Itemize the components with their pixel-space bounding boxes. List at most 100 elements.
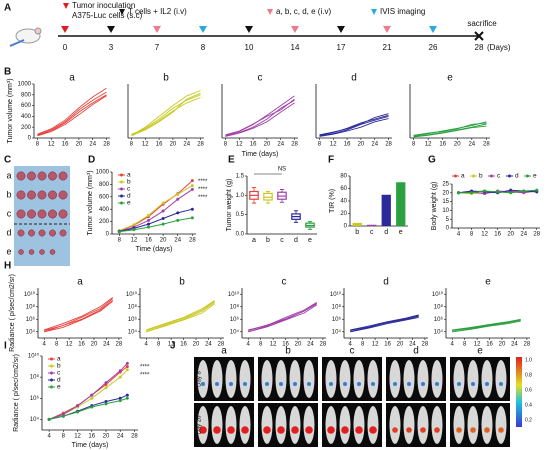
x-tick-label: 12 bbox=[66, 342, 73, 348]
signal bbox=[305, 426, 313, 434]
x-tick-label: 24 bbox=[205, 342, 212, 348]
point bbox=[76, 404, 80, 408]
y-tick-label: 600 bbox=[21, 103, 32, 109]
series-line bbox=[37, 91, 107, 136]
series-line bbox=[119, 217, 193, 233]
x-tick-label: 20 bbox=[103, 434, 110, 440]
point bbox=[176, 211, 180, 215]
signal bbox=[499, 382, 503, 386]
legend-marker bbox=[50, 357, 53, 361]
legend-marker bbox=[508, 174, 511, 178]
legend-marker bbox=[526, 174, 529, 178]
x-tick-label: 28 bbox=[189, 238, 196, 244]
x-tick-label: c bbox=[280, 237, 284, 244]
x-tick-label: 28 bbox=[385, 142, 392, 148]
x-tick-label: 12 bbox=[48, 142, 55, 148]
mouse bbox=[353, 360, 365, 398]
x-tick-label: 8 bbox=[224, 142, 228, 148]
signal bbox=[457, 382, 461, 386]
y-axis-label: Radiance ( p/sec/cm2/sr) bbox=[9, 274, 16, 352]
point bbox=[176, 218, 180, 222]
x-tick-label: c bbox=[370, 229, 374, 236]
series-line bbox=[350, 314, 419, 331]
signal bbox=[357, 382, 361, 386]
event-marker bbox=[63, 3, 69, 9]
mouse bbox=[303, 360, 315, 398]
signal bbox=[392, 427, 398, 433]
x-tick-label: 20 bbox=[358, 142, 365, 148]
sacrifice-marker bbox=[474, 31, 484, 41]
signal bbox=[199, 426, 207, 434]
day-label: 14 bbox=[291, 43, 300, 52]
x-tick-label: b bbox=[266, 237, 270, 244]
y-tick-label: 600 bbox=[99, 194, 110, 200]
y-tick-label: 10⁴ bbox=[128, 328, 138, 335]
legend-marker bbox=[120, 194, 123, 198]
y-tick-label: 10¹⁰ bbox=[228, 291, 240, 298]
signal bbox=[371, 382, 375, 386]
x-tick-label: 20 bbox=[264, 142, 271, 148]
y-axis-label: Tumor volume (mm³) bbox=[87, 170, 94, 235]
x-tick-label: d bbox=[294, 237, 298, 244]
y-tick-label: 200 bbox=[99, 219, 110, 225]
y-tick-label: 10⁴ bbox=[26, 328, 36, 335]
point bbox=[496, 190, 500, 194]
x-tick-label: 12 bbox=[330, 142, 337, 148]
legend-marker bbox=[50, 385, 53, 389]
point bbox=[118, 375, 122, 379]
x-tick-label: 16 bbox=[88, 434, 95, 440]
x-tick-label: 28 bbox=[291, 142, 298, 148]
signal bbox=[243, 382, 247, 386]
series-line bbox=[413, 122, 487, 136]
x-tick-label: 20 bbox=[507, 232, 514, 238]
panel-label: H bbox=[4, 261, 11, 272]
series-line bbox=[37, 94, 107, 136]
x-tick-label: 16 bbox=[282, 342, 289, 348]
y-tick-label: 10¹⁰ bbox=[330, 291, 342, 298]
mouse bbox=[403, 360, 415, 398]
bar bbox=[367, 224, 377, 226]
panel-label: E bbox=[228, 155, 235, 166]
x-tick-label: 12 bbox=[131, 238, 138, 244]
signal bbox=[485, 382, 489, 386]
x-tick-label: 24 bbox=[468, 142, 475, 148]
point bbox=[190, 184, 194, 188]
legend-marker bbox=[50, 364, 53, 368]
panel-label: B bbox=[4, 67, 11, 78]
point bbox=[76, 410, 80, 414]
series-line bbox=[44, 298, 113, 332]
x-tick-label: 8 bbox=[470, 232, 474, 238]
chart-title: b bbox=[163, 73, 169, 84]
day-label: 21 bbox=[383, 43, 392, 52]
colorbar-label: 0.8 bbox=[525, 372, 532, 378]
series-line bbox=[119, 185, 193, 232]
legend-label: a bbox=[461, 173, 465, 180]
x-tick-label: 16 bbox=[156, 142, 163, 148]
x-tick-label: 20 bbox=[499, 342, 506, 348]
mouse-icon bbox=[15, 28, 41, 44]
legend-label: b bbox=[127, 179, 131, 186]
x-tick-label: 24 bbox=[277, 142, 284, 148]
series-line bbox=[350, 315, 419, 332]
y-tick-label: 400 bbox=[99, 207, 110, 213]
point bbox=[90, 396, 94, 400]
column-label: b bbox=[285, 346, 291, 357]
event-label: IVIS imaging bbox=[380, 7, 425, 16]
bar bbox=[381, 194, 391, 226]
y-tick-label: 10⁴ bbox=[434, 328, 444, 335]
mouse bbox=[389, 406, 401, 444]
mouse bbox=[275, 360, 287, 398]
x-tick-label: 20 bbox=[397, 342, 404, 348]
x-tick-label: 4 bbox=[451, 342, 455, 348]
series-line bbox=[319, 113, 389, 136]
annotation: **** bbox=[198, 187, 208, 193]
y-tick-label: 10⁶ bbox=[332, 316, 342, 323]
series-line bbox=[452, 319, 521, 332]
y-tick-label: 10⁸ bbox=[434, 303, 444, 310]
signal bbox=[241, 426, 249, 434]
row-label: a bbox=[6, 170, 11, 180]
series-line bbox=[44, 297, 113, 331]
legend-marker bbox=[120, 201, 123, 205]
panel-label: I bbox=[4, 341, 7, 352]
x-tick-label: 8 bbox=[62, 434, 66, 440]
